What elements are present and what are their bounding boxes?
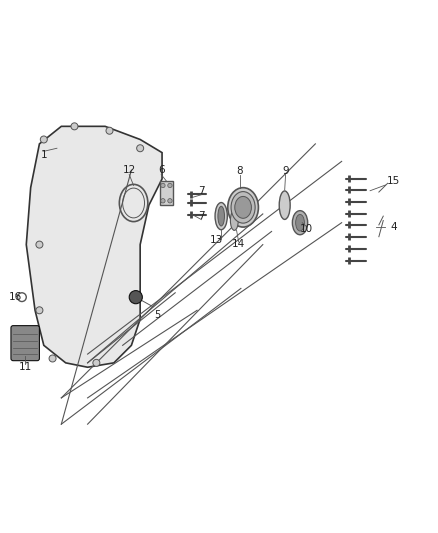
Ellipse shape: [228, 188, 258, 227]
Text: 16: 16: [9, 292, 22, 302]
Ellipse shape: [235, 197, 251, 219]
Text: 12: 12: [123, 165, 136, 175]
Text: 11: 11: [19, 362, 32, 372]
Circle shape: [36, 241, 43, 248]
Circle shape: [161, 183, 165, 188]
Text: 13: 13: [210, 235, 223, 245]
Text: 7: 7: [198, 211, 205, 221]
Ellipse shape: [215, 203, 227, 230]
Text: 15: 15: [387, 176, 400, 186]
Polygon shape: [26, 126, 162, 367]
Ellipse shape: [218, 206, 224, 226]
Circle shape: [106, 127, 113, 134]
Text: 6: 6: [158, 165, 165, 175]
Circle shape: [168, 199, 172, 203]
Ellipse shape: [230, 211, 238, 230]
Ellipse shape: [279, 191, 290, 220]
Text: 14: 14: [232, 239, 245, 249]
Text: 5: 5: [155, 310, 161, 320]
Ellipse shape: [293, 211, 308, 235]
Circle shape: [40, 136, 47, 143]
Text: 8: 8: [237, 166, 244, 176]
Circle shape: [36, 307, 43, 314]
Circle shape: [49, 355, 56, 362]
Circle shape: [129, 290, 142, 304]
Text: 1: 1: [40, 150, 47, 160]
Circle shape: [71, 123, 78, 130]
Text: 7: 7: [198, 186, 205, 196]
Text: 4: 4: [390, 222, 397, 232]
Text: 10: 10: [300, 224, 313, 235]
Polygon shape: [160, 181, 173, 205]
FancyBboxPatch shape: [11, 326, 39, 361]
Circle shape: [137, 145, 144, 152]
Circle shape: [93, 359, 100, 366]
Ellipse shape: [296, 214, 304, 231]
Circle shape: [161, 199, 165, 203]
Text: 9: 9: [282, 166, 289, 176]
Circle shape: [168, 183, 172, 188]
Ellipse shape: [231, 191, 255, 223]
